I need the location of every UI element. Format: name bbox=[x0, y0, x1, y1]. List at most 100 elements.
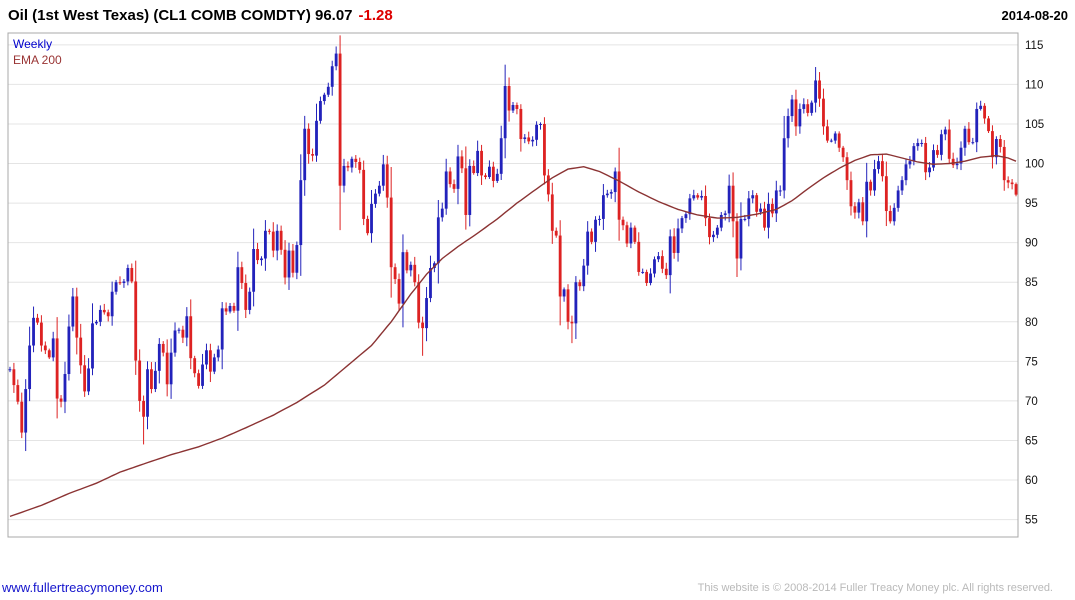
candle-body bbox=[169, 352, 173, 385]
candle-body bbox=[806, 104, 810, 113]
candle-body bbox=[91, 323, 94, 369]
chart-title: Oil (1st West Texas) (CL1 COMB COMDTY) 9… bbox=[8, 7, 393, 24]
candle-body bbox=[263, 230, 267, 259]
y-tick-label: 70 bbox=[1025, 396, 1038, 408]
candle-body bbox=[102, 309, 106, 313]
candle-body bbox=[511, 105, 515, 111]
candle-body bbox=[193, 358, 197, 374]
instrument-name-price: Oil (1st West Texas) (CL1 COMB COMDTY) 9… bbox=[8, 7, 353, 24]
candle-body bbox=[543, 123, 546, 176]
candle-body bbox=[916, 142, 920, 147]
candle-body bbox=[590, 231, 594, 242]
candle-body bbox=[527, 137, 531, 142]
candle-body bbox=[248, 291, 252, 310]
candle-body bbox=[480, 150, 483, 176]
candle-body bbox=[409, 264, 413, 271]
candle-body bbox=[896, 190, 900, 208]
candle-body bbox=[456, 156, 460, 189]
candle-body bbox=[625, 225, 629, 244]
candle-body bbox=[165, 352, 169, 385]
candle-body bbox=[857, 202, 861, 213]
candle-body bbox=[51, 338, 55, 358]
candle-body bbox=[377, 185, 381, 194]
y-tick-label: 90 bbox=[1025, 238, 1038, 250]
fullertreacymoney-link[interactable]: www.fullertreacymoney.com bbox=[2, 580, 163, 595]
candle-body bbox=[892, 207, 896, 222]
candle-body bbox=[201, 364, 204, 386]
candle-body bbox=[971, 142, 975, 144]
candle-body bbox=[566, 289, 570, 322]
y-tick-label: 55 bbox=[1025, 515, 1038, 527]
candle-body bbox=[558, 235, 562, 297]
candle-body bbox=[767, 203, 770, 228]
candle-body bbox=[947, 129, 951, 159]
candle-body bbox=[342, 165, 346, 186]
candle-body bbox=[810, 102, 814, 113]
candle-body bbox=[232, 305, 236, 311]
candle-body bbox=[260, 258, 263, 261]
candle-body bbox=[488, 166, 491, 177]
candle-body bbox=[531, 139, 535, 142]
candle-body bbox=[354, 158, 358, 162]
candle-body bbox=[877, 161, 880, 170]
candle-body bbox=[715, 227, 719, 235]
candle-body bbox=[825, 126, 829, 141]
candle-body bbox=[322, 94, 326, 102]
candle-body bbox=[425, 298, 428, 329]
candle-body bbox=[43, 345, 47, 351]
candle-body bbox=[495, 173, 499, 181]
candle-body bbox=[150, 369, 153, 390]
candle-body bbox=[63, 374, 67, 402]
candle-body bbox=[621, 219, 625, 226]
candle-body bbox=[330, 66, 334, 87]
candle-body bbox=[802, 104, 806, 109]
candlestick-chart: 556065707580859095100105110115Oct2010Apr… bbox=[7, 32, 1044, 538]
candle-body bbox=[539, 123, 542, 125]
candle-body bbox=[499, 138, 503, 174]
candle-body bbox=[205, 350, 208, 365]
candle-body bbox=[924, 142, 928, 173]
candle-body bbox=[87, 368, 90, 392]
candle-body bbox=[881, 161, 884, 177]
candle-body bbox=[798, 108, 802, 127]
candle-body bbox=[704, 195, 707, 219]
candle-body bbox=[417, 282, 421, 323]
candle-body bbox=[747, 198, 751, 219]
candle-body bbox=[700, 195, 704, 198]
candle-body bbox=[550, 194, 554, 231]
candle-body bbox=[601, 195, 605, 219]
y-tick-label: 80 bbox=[1025, 317, 1038, 329]
candle-body bbox=[645, 271, 649, 284]
page-footer: www.fullertreacymoney.com This website i… bbox=[0, 578, 1075, 600]
candle-body bbox=[503, 86, 507, 139]
candle-body bbox=[818, 80, 821, 99]
candle-body bbox=[307, 128, 311, 155]
candle-body bbox=[236, 267, 240, 311]
candle-body bbox=[59, 398, 63, 402]
candle-body bbox=[436, 217, 440, 264]
candle-body bbox=[770, 203, 774, 214]
candle-body bbox=[421, 322, 425, 329]
y-tick-label: 65 bbox=[1025, 435, 1038, 447]
candle-body bbox=[484, 175, 487, 177]
candle-body bbox=[574, 282, 578, 324]
candle-body bbox=[609, 192, 613, 194]
candle-body bbox=[472, 165, 476, 174]
candle-body bbox=[884, 176, 888, 212]
candle-body bbox=[12, 369, 16, 386]
candle-body bbox=[605, 193, 609, 196]
candle-body bbox=[413, 264, 417, 283]
candle-body bbox=[36, 317, 39, 323]
candle-body bbox=[287, 250, 291, 278]
candle-body bbox=[189, 316, 193, 359]
candle-body bbox=[904, 164, 908, 181]
candle-body bbox=[240, 267, 244, 284]
candle-body bbox=[739, 218, 743, 259]
candle-body bbox=[829, 140, 833, 142]
candle-body bbox=[79, 337, 83, 366]
candle-body bbox=[75, 296, 79, 338]
candle-body bbox=[110, 291, 114, 317]
candle-body bbox=[708, 218, 711, 238]
candle-body bbox=[979, 105, 983, 109]
candle-body bbox=[967, 128, 971, 143]
